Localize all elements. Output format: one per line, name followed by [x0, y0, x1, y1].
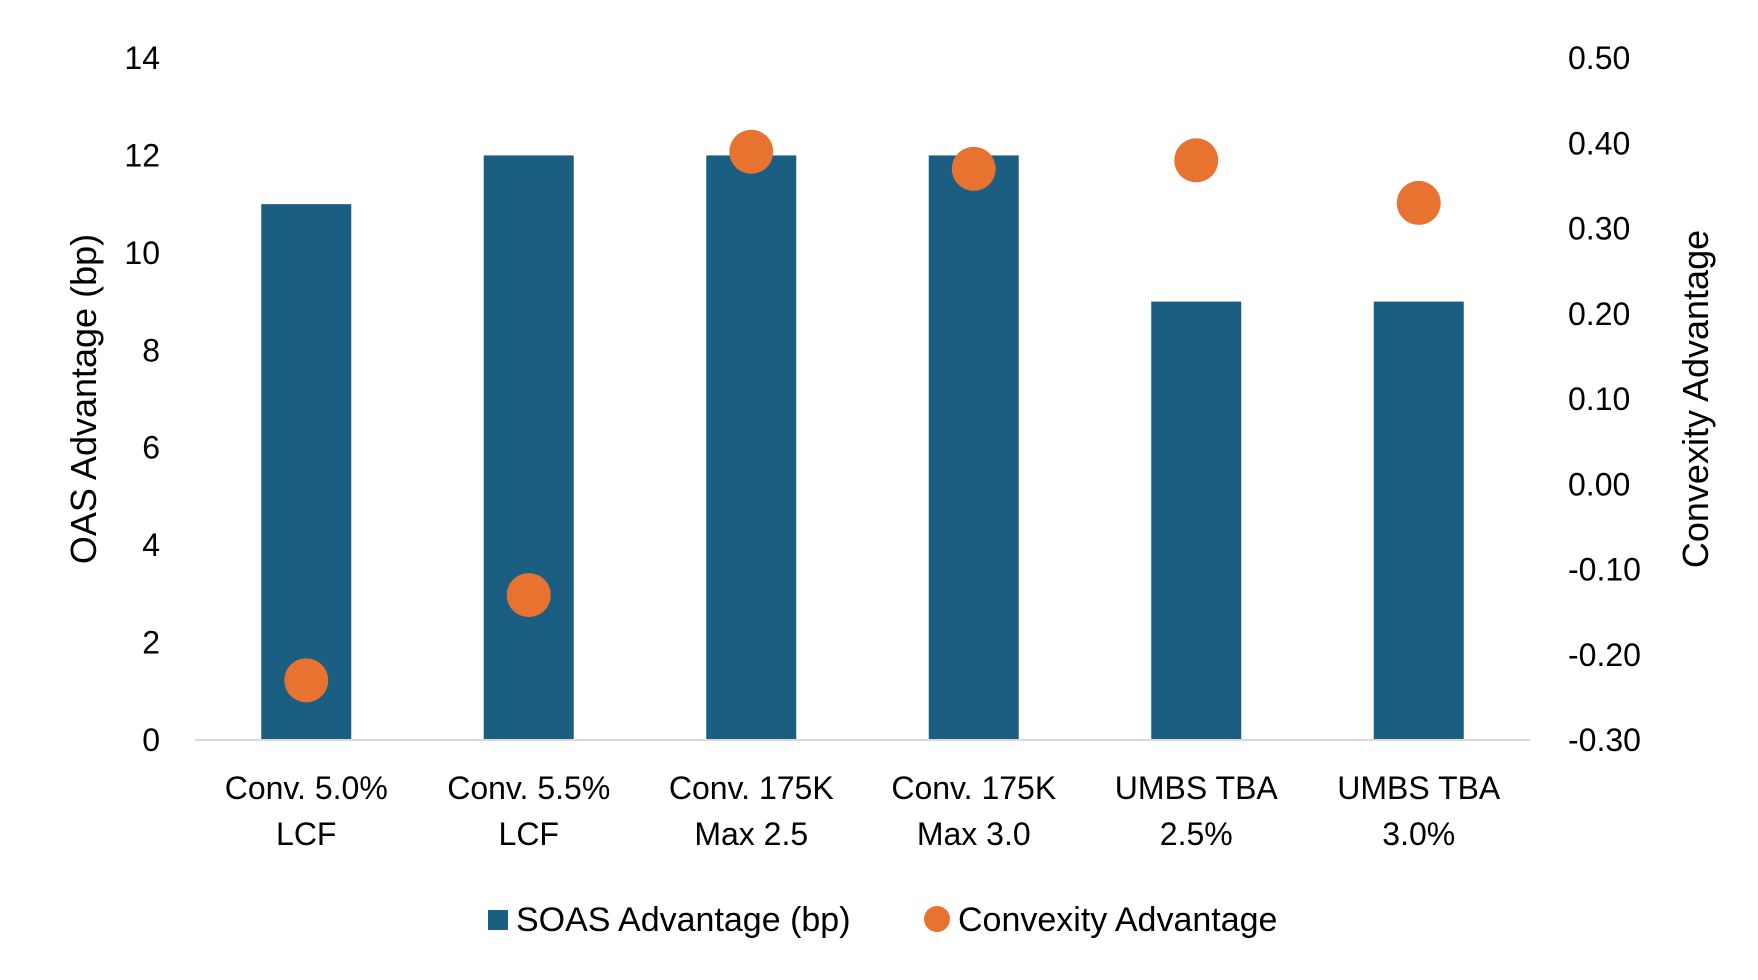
bar — [1151, 301, 1242, 740]
bar — [483, 155, 574, 740]
left-axis-ticks: 0 2 4 6 8 10 12 14 — [124, 40, 160, 758]
left-tick-label: 12 — [124, 137, 160, 173]
convexity-point — [1396, 180, 1441, 225]
category-label: UMBS TBA — [1337, 770, 1501, 806]
right-axis-ticks: -0.30 -0.20 -0.10 0.00 0.10 0.20 0.30 0.40 0.50 — [1568, 40, 1641, 758]
category-label: LCF — [276, 816, 336, 852]
left-tick-label: 6 — [142, 430, 160, 466]
legend-swatch-dot — [924, 906, 950, 932]
category-label: Conv. 175K — [891, 770, 1056, 806]
right-tick-label: 0.50 — [1568, 40, 1630, 76]
legend-label-bar: SOAS Advantage (bp) — [516, 901, 851, 939]
bar — [261, 204, 352, 741]
category-label: 2.5% — [1160, 816, 1233, 852]
legend-label-dot: Convexity Advantage — [958, 901, 1277, 939]
category-label: UMBS TBA — [1115, 770, 1279, 806]
category-label: Max 3.0 — [917, 816, 1031, 852]
left-tick-label: 2 — [142, 625, 160, 661]
right-tick-label: 0.00 — [1568, 466, 1630, 502]
convexity-point — [506, 573, 551, 618]
convexity-point — [284, 658, 329, 703]
legend-swatch-bar — [488, 910, 508, 930]
category-label: Conv. 175K — [669, 770, 834, 806]
bar — [928, 155, 1019, 740]
convexity-point — [729, 129, 774, 174]
left-axis-title: OAS Advantage (bp) — [63, 234, 104, 564]
right-tick-label: 0.20 — [1568, 296, 1630, 332]
convexity-point — [1174, 138, 1219, 183]
right-axis-title: Convexity Advantage — [1675, 230, 1716, 568]
right-tick-label: -0.20 — [1568, 637, 1641, 673]
right-tick-label: 0.40 — [1568, 125, 1630, 161]
left-tick-label: 14 — [124, 40, 160, 76]
left-tick-label: 0 — [142, 722, 160, 758]
category-label: LCF — [499, 816, 559, 852]
legend: SOAS Advantage (bp) Convexity Advantage — [488, 901, 1277, 939]
right-tick-label: 0.10 — [1568, 381, 1630, 417]
category-labels: Conv. 5.0% LCF Conv. 5.5% LCF Conv. 175K Max … — [225, 770, 1501, 852]
right-tick-label: -0.30 — [1568, 722, 1641, 758]
category-label: Conv. 5.5% — [447, 770, 610, 806]
category-label: Max 2.5 — [694, 816, 808, 852]
left-tick-label: 8 — [142, 332, 160, 368]
left-tick-label: 4 — [142, 527, 160, 563]
scatter-series — [284, 129, 1441, 703]
bar-series — [261, 155, 1464, 741]
left-tick-label: 10 — [124, 235, 160, 271]
bar — [706, 155, 797, 740]
right-tick-label: -0.10 — [1568, 552, 1641, 588]
bar — [1373, 301, 1464, 740]
category-label: Conv. 5.0% — [225, 770, 388, 806]
category-label: 3.0% — [1382, 816, 1455, 852]
right-tick-label: 0.30 — [1568, 211, 1630, 247]
convexity-point — [951, 146, 996, 191]
